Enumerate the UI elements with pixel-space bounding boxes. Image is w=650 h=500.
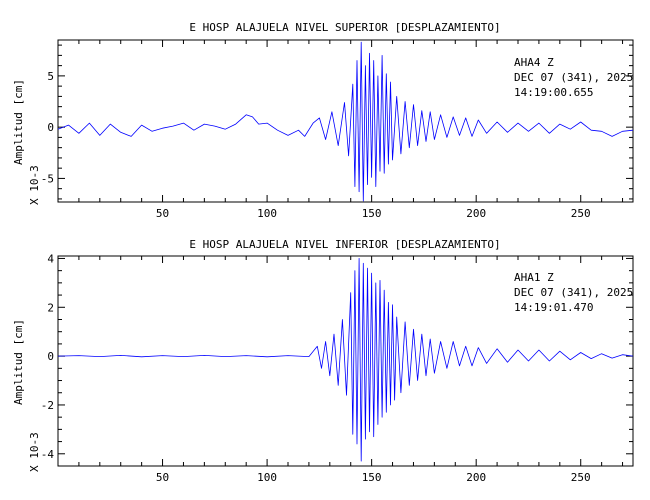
bottom-panel-title: E HOSP ALAJUELA NIVEL INFERIOR [DESPLAZA…: [189, 238, 500, 251]
bottom-panel-x-tick-label: 150: [362, 471, 382, 484]
bottom-panel-scale-label: X 10-3: [28, 432, 41, 472]
top-panel-tick-labels: 50 100 150 200 250 -5 0 5: [41, 70, 591, 220]
bottom-panel-frame: [57, 255, 634, 467]
bottom-panel-waveform: [57, 257, 634, 462]
top-panel-y-tick-label: 0: [47, 121, 54, 134]
top-panel-x-tick-label: 250: [571, 207, 591, 220]
top-panel-x-tick-label: 150: [362, 207, 382, 220]
top-panel-station: AHA4 Z: [514, 56, 554, 69]
bottom-panel-time: 14:19:01.470: [514, 301, 593, 314]
bottom-panel-x-tick-label: 250: [571, 471, 591, 484]
top-panel-y-tick-label: -5: [41, 172, 54, 185]
bottom-panel-ylabel: Amplitud [cm]: [12, 319, 25, 405]
top-panel-y-tick-label: 5: [47, 70, 54, 83]
bottom-panel-date: DEC 07 (341), 2025: [514, 286, 633, 299]
top-panel-scale-label: X 10-3: [28, 165, 41, 205]
top-panel-ticks: [57, 40, 633, 202]
bottom-panel-y-tick-label: -2: [41, 399, 54, 412]
bottom-panel-station: AHA1 Z: [514, 271, 554, 284]
top-panel-date: DEC 07 (341), 2025: [514, 71, 633, 84]
bottom-panel-ticks: [57, 256, 633, 467]
top-panel-frame: [57, 39, 634, 203]
top-panel-time: 14:19:00.655: [514, 86, 593, 99]
bottom-panel-y-tick-label: 0: [47, 350, 54, 363]
bottom-panel-y-tick-label: 4: [47, 252, 54, 265]
bottom-panel-y-tick-label: -4: [41, 448, 55, 461]
top-panel: E HOSP ALAJUELA NIVEL SUPERIOR [DESPLAZA…: [12, 21, 634, 220]
bottom-panel-x-tick-label: 200: [466, 471, 486, 484]
top-panel-x-tick-label: 200: [466, 207, 486, 220]
bottom-panel-x-tick-label: 100: [257, 471, 277, 484]
bottom-panel-tick-labels: 50 100 150 200 250 -4 -2 0 2 4: [41, 252, 591, 484]
top-panel-waveform: [57, 41, 634, 202]
bottom-panel: E HOSP ALAJUELA NIVEL INFERIOR [DESPLAZA…: [12, 238, 634, 484]
top-panel-ylabel: Amplitud [cm]: [12, 79, 25, 165]
top-panel-title: E HOSP ALAJUELA NIVEL SUPERIOR [DESPLAZA…: [189, 21, 500, 34]
bottom-panel-x-tick-label: 50: [156, 471, 169, 484]
bottom-panel-y-tick-label: 2: [47, 301, 54, 314]
top-panel-x-tick-label: 50: [156, 207, 169, 220]
top-panel-x-tick-label: 100: [257, 207, 277, 220]
